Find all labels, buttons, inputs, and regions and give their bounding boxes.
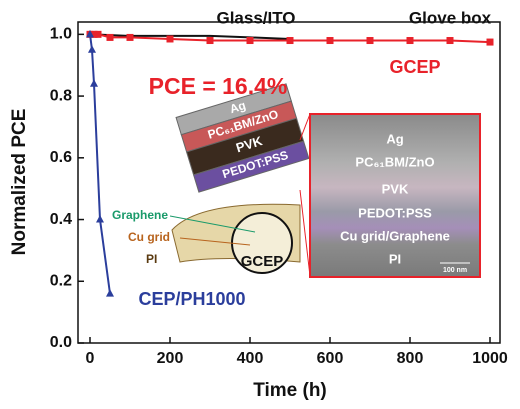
x-tick-label: 200	[157, 350, 184, 367]
y-tick-label: 0.6	[50, 149, 72, 166]
inset-label: PC₆₁BM/ZnO	[355, 154, 434, 169]
layer-stack: Ag PC₆₁BM/ZnO PVK PEDOT:PSS	[175, 83, 310, 193]
marker	[326, 37, 334, 45]
substrate-label: Cu grid	[128, 230, 170, 244]
x-tick-label: 0	[86, 350, 95, 367]
marker	[446, 37, 454, 45]
marker	[106, 289, 114, 297]
layer-label: Ag	[228, 98, 247, 116]
y-tick-label: 1.0	[50, 26, 72, 43]
leader	[179, 237, 251, 246]
marker	[406, 37, 414, 45]
marks	[86, 29, 494, 297]
layer	[192, 140, 310, 193]
series-line	[89, 34, 111, 294]
series-label: GCEP	[389, 57, 440, 77]
substrate-label: PI	[146, 252, 157, 266]
y-tick-label: 0.0	[50, 334, 72, 351]
marker	[366, 37, 374, 45]
marker	[96, 215, 104, 223]
marker	[486, 38, 494, 46]
y-tick-label: 0.4	[50, 211, 72, 228]
substrate-label: Graphene	[112, 208, 168, 222]
marker	[94, 30, 102, 38]
inset-label: PEDOT:PSS	[358, 205, 432, 220]
series-label: CEP/PH1000	[138, 289, 245, 309]
sem-inset: Ag PC₆₁BM/ZnO PVK PEDOT:PSS Cu grid/Grap…	[309, 113, 481, 278]
x-tick-label: 400	[237, 350, 264, 367]
device-schematic: Ag PC₆₁BM/ZnO PVK PEDOT:PSS GCEP Graphen…	[112, 83, 311, 277]
marker	[106, 33, 114, 41]
marker	[126, 33, 134, 41]
annotation: PCE = 16.4%	[149, 73, 288, 99]
inset-label: Ag	[386, 131, 403, 146]
marker	[166, 35, 174, 43]
marker	[90, 30, 98, 38]
inset-label: PI	[389, 251, 401, 266]
y-axis-title: Normalized PCE	[9, 109, 30, 256]
annotation: Glove box	[409, 8, 492, 27]
schematic-label: GCEP	[241, 253, 284, 270]
leader	[299, 189, 311, 277]
leader	[169, 215, 256, 233]
x-tick-label: 600	[317, 350, 344, 367]
x-tick-label: 800	[397, 350, 424, 367]
series-line	[89, 33, 291, 40]
y-tick-label: 0.2	[50, 272, 72, 289]
x-tick-label: 1000	[472, 350, 508, 367]
y-tick-label: 0.8	[50, 87, 72, 104]
x-axis-title: Time (h)	[253, 380, 327, 401]
marker	[88, 45, 96, 53]
marker	[206, 37, 214, 45]
series-label: Glass/ITO	[216, 8, 295, 27]
leader	[299, 113, 311, 141]
marker	[86, 29, 94, 38]
inset-label: PVK	[382, 181, 409, 196]
marker	[246, 37, 254, 45]
inset-label: Cu grid/Graphene	[340, 228, 450, 243]
plot-frame	[77, 21, 501, 344]
marker	[90, 79, 98, 87]
inset-frame	[309, 113, 481, 278]
scale-bar-label: 100 nm	[443, 267, 467, 274]
marker	[286, 37, 294, 45]
